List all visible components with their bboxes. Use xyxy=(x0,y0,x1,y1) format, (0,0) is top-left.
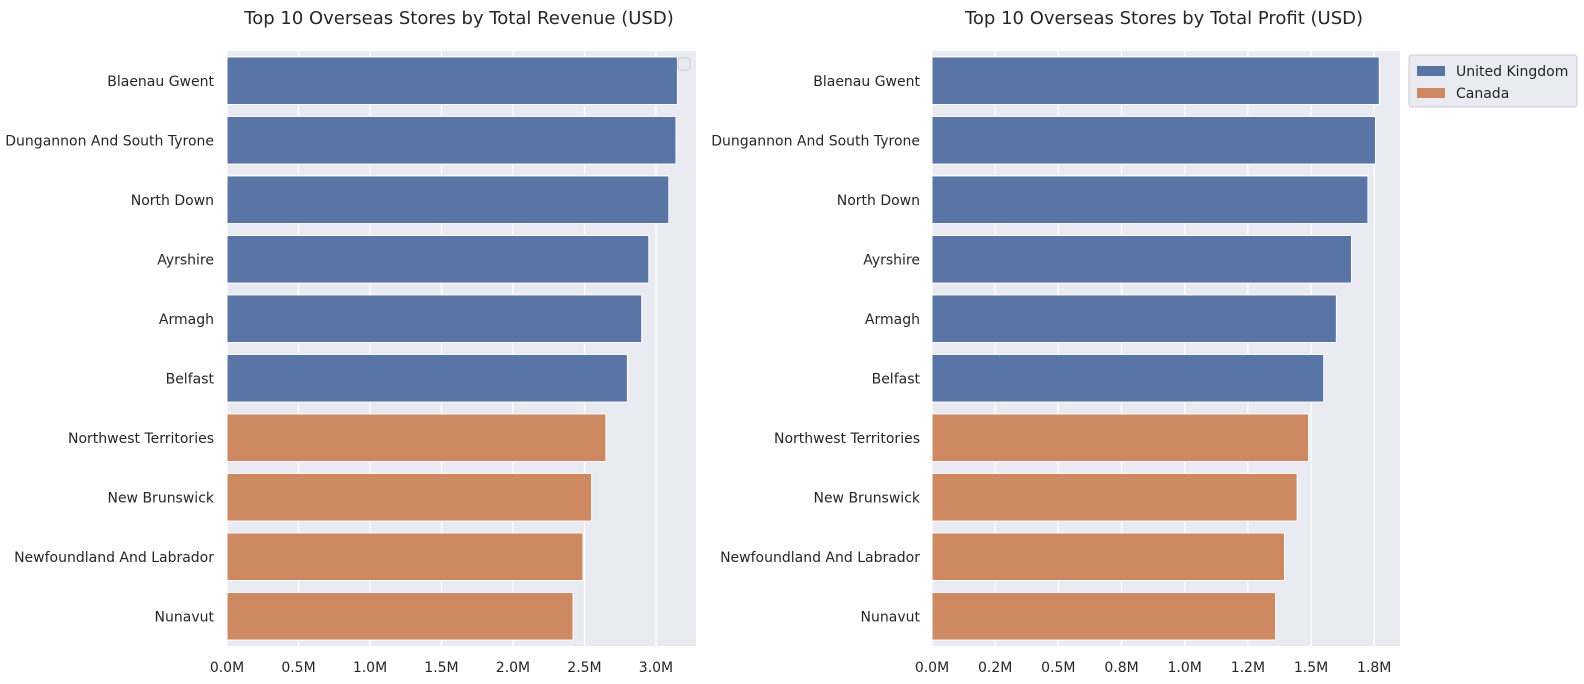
legend: United Kingdom Canada xyxy=(1408,54,1578,108)
revenue-category-label: Newfoundland And Labrador xyxy=(14,550,214,566)
revenue-bars xyxy=(226,56,678,641)
revenue-bar-dungannon-and-south-tyrone xyxy=(226,115,677,165)
profit-x-tick-label: 0.8M xyxy=(1104,660,1138,676)
profit-category-label: Ayrshire xyxy=(863,252,920,268)
profit-bar-newfoundland-and-labrador xyxy=(931,532,1286,582)
revenue-bar-armagh xyxy=(226,294,643,344)
profit-x-tick-label: 0.5M xyxy=(1041,660,1075,676)
profit-bar-north-down xyxy=(931,175,1369,225)
revenue-x-tick-label: 1.0M xyxy=(353,660,387,676)
legend-frame xyxy=(1408,54,1578,108)
profit-chart-title: Top 10 Overseas Stores by Total Profit (… xyxy=(964,8,1363,29)
profit-x-tick-label: 1.2M xyxy=(1231,660,1265,676)
revenue-x-tick-label: 2.0M xyxy=(496,660,530,676)
revenue-category-label: North Down xyxy=(131,193,214,209)
profit-bars xyxy=(931,56,1380,641)
revenue-bar-newfoundland-and-labrador xyxy=(226,532,584,582)
profit-category-label: Newfoundland And Labrador xyxy=(720,550,920,566)
revenue-bar-ayrshire xyxy=(226,234,650,284)
revenue-x-tick-label: 1.5M xyxy=(424,660,458,676)
profit-bar-dungannon-and-south-tyrone xyxy=(931,115,1376,165)
profit-x-tick-label: 1.5M xyxy=(1294,660,1328,676)
revenue-x-tick-label: 2.5M xyxy=(567,660,601,676)
profit-bar-northwest-territories xyxy=(931,413,1310,463)
revenue-category-label: Blaenau Gwent xyxy=(107,74,214,90)
revenue-chart: Top 10 Overseas Stores by Total Revenue … xyxy=(5,8,696,676)
legend-swatch-canada xyxy=(1417,88,1445,98)
profit-bar-belfast xyxy=(931,353,1325,403)
profit-chart: Top 10 Overseas Stores by Total Profit (… xyxy=(711,8,1400,676)
revenue-category-label: Ayrshire xyxy=(157,252,214,268)
profit-bar-nunavut xyxy=(931,591,1277,641)
revenue-chart-title: Top 10 Overseas Stores by Total Revenue … xyxy=(243,8,673,29)
revenue-category-labels: Blaenau Gwent Dungannon And South Tyrone N… xyxy=(5,74,215,626)
revenue-category-label: Nunavut xyxy=(155,609,215,625)
profit-category-label: Belfast xyxy=(872,371,921,387)
revenue-category-label: New Brunswick xyxy=(107,490,214,506)
profit-category-label: North Down xyxy=(837,193,920,209)
profit-category-label: New Brunswick xyxy=(813,490,920,506)
revenue-x-tick-label: 3.0M xyxy=(639,660,673,676)
revenue-category-label: Armagh xyxy=(159,312,214,328)
revenue-bar-northwest-territories xyxy=(226,413,607,463)
profit-x-tick-label: 1.8M xyxy=(1357,660,1391,676)
profit-bar-blaenau-gwent xyxy=(931,56,1380,106)
profit-category-labels: Blaenau Gwent Dungannon And South Tyrone N… xyxy=(711,74,921,626)
revenue-bar-nunavut xyxy=(226,591,574,641)
profit-category-label: Blaenau Gwent xyxy=(813,74,920,90)
profit-category-label: Nunavut xyxy=(861,609,921,625)
profit-x-tick-label: 1.0M xyxy=(1168,660,1202,676)
profit-x-tick-labels: 0.0M 0.2M 0.5M 0.8M 1.0M 1.2M 1.5M 1.8M xyxy=(915,660,1392,676)
revenue-bar-north-down xyxy=(226,175,670,225)
profit-category-label: Dungannon And South Tyrone xyxy=(711,133,920,149)
legend-label-canada: Canada xyxy=(1456,86,1509,102)
revenue-bar-blaenau-gwent xyxy=(226,56,678,106)
profit-bar-ayrshire xyxy=(931,234,1352,284)
revenue-category-label: Northwest Territories xyxy=(68,431,214,447)
revenue-empty-legend-box xyxy=(677,57,691,71)
revenue-x-tick-label: 0.0M xyxy=(210,660,244,676)
revenue-category-label: Belfast xyxy=(166,371,215,387)
revenue-x-tick-labels: 0.0M 0.5M 1.0M 1.5M 2.0M 2.5M 3.0M xyxy=(210,660,673,676)
profit-x-tick-label: 0.0M xyxy=(915,660,949,676)
profit-x-tick-label: 0.2M xyxy=(978,660,1012,676)
revenue-category-label: Dungannon And South Tyrone xyxy=(5,133,214,149)
profit-category-label: Northwest Territories xyxy=(774,431,920,447)
revenue-bar-belfast xyxy=(226,353,628,403)
revenue-x-tick-label: 0.5M xyxy=(281,660,315,676)
legend-label-united-kingdom: United Kingdom xyxy=(1456,64,1568,80)
profit-bar-armagh xyxy=(931,294,1337,344)
profit-bar-new-brunswick xyxy=(931,472,1298,522)
profit-category-label: Armagh xyxy=(865,312,920,328)
revenue-bar-new-brunswick xyxy=(226,472,593,522)
legend-swatch-united-kingdom xyxy=(1417,66,1445,76)
